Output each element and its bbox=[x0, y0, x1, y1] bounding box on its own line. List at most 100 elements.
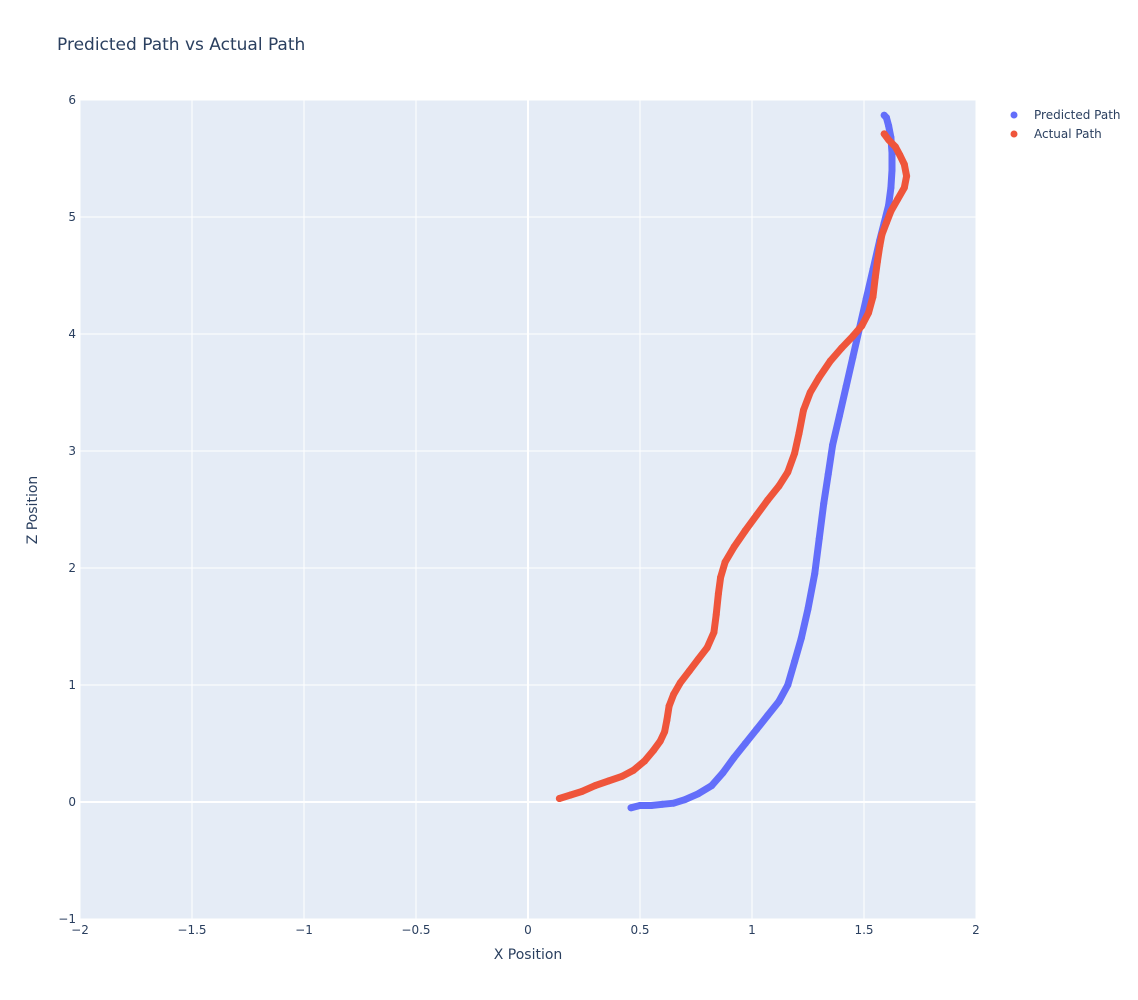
data-point[interactable] bbox=[873, 258, 881, 265]
data-point[interactable] bbox=[880, 130, 888, 138]
data-point[interactable] bbox=[775, 482, 783, 490]
data-point[interactable] bbox=[714, 590, 722, 598]
data-traces bbox=[555, 111, 911, 812]
data-point[interactable] bbox=[824, 470, 832, 478]
data-point[interactable] bbox=[627, 804, 635, 812]
data-point[interactable] bbox=[775, 697, 783, 705]
data-point[interactable] bbox=[665, 702, 673, 710]
data-point[interactable] bbox=[858, 322, 866, 330]
data-point[interactable] bbox=[618, 772, 626, 780]
x-tick-label: −1.5 bbox=[177, 923, 206, 937]
data-point[interactable] bbox=[835, 412, 843, 420]
data-point[interactable] bbox=[797, 634, 805, 642]
data-point[interactable] bbox=[829, 441, 837, 449]
data-point[interactable] bbox=[681, 796, 689, 804]
data-point[interactable] bbox=[649, 747, 657, 754]
data-point[interactable] bbox=[826, 357, 834, 365]
data-point[interactable] bbox=[838, 344, 846, 352]
data-point[interactable] bbox=[795, 429, 803, 437]
data-point[interactable] bbox=[753, 726, 760, 733]
data-point[interactable] bbox=[712, 611, 720, 619]
data-point[interactable] bbox=[676, 679, 684, 687]
data-point[interactable] bbox=[791, 658, 799, 666]
data-point[interactable] bbox=[900, 160, 908, 168]
data-point[interactable] bbox=[903, 172, 911, 180]
data-point[interactable] bbox=[717, 573, 725, 581]
data-point[interactable] bbox=[885, 136, 893, 144]
data-point[interactable] bbox=[871, 274, 879, 282]
data-point[interactable] bbox=[764, 711, 772, 719]
data-point[interactable] bbox=[658, 800, 666, 808]
data-point[interactable] bbox=[815, 373, 823, 381]
data-point[interactable] bbox=[685, 667, 693, 675]
data-point[interactable] bbox=[815, 535, 823, 543]
data-point[interactable] bbox=[710, 628, 718, 636]
data-point[interactable] bbox=[862, 295, 870, 303]
data-point[interactable] bbox=[636, 802, 644, 809]
data-point[interactable] bbox=[555, 795, 563, 802]
data-point[interactable] bbox=[842, 383, 850, 391]
y-tick-label: 0 bbox=[68, 795, 76, 809]
data-point[interactable] bbox=[894, 195, 902, 203]
data-point[interactable] bbox=[791, 449, 799, 457]
data-point[interactable] bbox=[753, 511, 760, 519]
data-point[interactable] bbox=[641, 757, 648, 765]
data-point[interactable] bbox=[670, 799, 678, 807]
data-point[interactable] bbox=[876, 242, 884, 250]
legend-item[interactable]: Predicted Path bbox=[1010, 108, 1121, 122]
data-point[interactable] bbox=[661, 728, 669, 736]
data-point[interactable] bbox=[784, 681, 792, 689]
data-point[interactable] bbox=[629, 766, 637, 774]
data-point[interactable] bbox=[647, 802, 655, 809]
y-tick-label: 3 bbox=[68, 444, 76, 458]
data-point[interactable] bbox=[900, 184, 908, 192]
data-point[interactable] bbox=[578, 788, 586, 795]
data-point[interactable] bbox=[880, 111, 888, 119]
data-point[interactable] bbox=[730, 543, 738, 551]
data-point[interactable] bbox=[878, 231, 886, 239]
y-tick-label: 4 bbox=[68, 327, 76, 341]
data-point[interactable] bbox=[703, 644, 711, 652]
x-tick-label: 1.5 bbox=[854, 923, 873, 937]
data-point[interactable] bbox=[811, 570, 819, 578]
data-point[interactable] bbox=[882, 219, 890, 227]
data-point[interactable] bbox=[784, 468, 792, 476]
data-point[interactable] bbox=[708, 782, 716, 790]
data-point[interactable] bbox=[849, 353, 857, 361]
data-point[interactable] bbox=[888, 166, 896, 174]
data-point[interactable] bbox=[887, 184, 895, 192]
data-point[interactable] bbox=[694, 655, 702, 663]
data-point[interactable] bbox=[591, 782, 599, 790]
data-point[interactable] bbox=[896, 151, 904, 159]
data-point[interactable] bbox=[730, 754, 738, 761]
data-point[interactable] bbox=[741, 740, 749, 747]
data-point[interactable] bbox=[663, 716, 671, 724]
data-point[interactable] bbox=[741, 527, 749, 535]
data-point[interactable] bbox=[670, 690, 678, 698]
data-point[interactable] bbox=[865, 309, 872, 317]
data-point[interactable] bbox=[656, 737, 664, 745]
data-point[interactable] bbox=[820, 500, 828, 508]
data-point[interactable] bbox=[694, 790, 702, 798]
y-tick-labels: −1 0 1 2 3 4 5 6 bbox=[58, 93, 76, 926]
x-tick-label: −1 bbox=[295, 923, 313, 937]
y-tick-label: 6 bbox=[68, 93, 76, 107]
data-point[interactable] bbox=[800, 406, 807, 414]
x-tick-labels: −2 −1.5 −1 −0.5 0 0.5 1 1.5 2 bbox=[71, 923, 980, 937]
data-point[interactable] bbox=[869, 293, 877, 301]
data-point[interactable] bbox=[764, 496, 772, 504]
data-point[interactable] bbox=[605, 777, 613, 785]
data-point[interactable] bbox=[721, 558, 729, 566]
chart-title: Predicted Path vs Actual Path bbox=[57, 35, 305, 55]
data-point[interactable] bbox=[719, 769, 727, 777]
data-point[interactable] bbox=[804, 605, 812, 613]
data-point[interactable] bbox=[567, 791, 575, 799]
data-point[interactable] bbox=[887, 207, 895, 215]
y-tick-label: 2 bbox=[68, 561, 76, 575]
data-point[interactable] bbox=[885, 122, 893, 130]
data-point[interactable] bbox=[849, 332, 857, 340]
data-point[interactable] bbox=[891, 143, 899, 151]
legend-item[interactable]: Actual Path bbox=[1010, 127, 1102, 141]
data-point[interactable] bbox=[806, 389, 814, 396]
